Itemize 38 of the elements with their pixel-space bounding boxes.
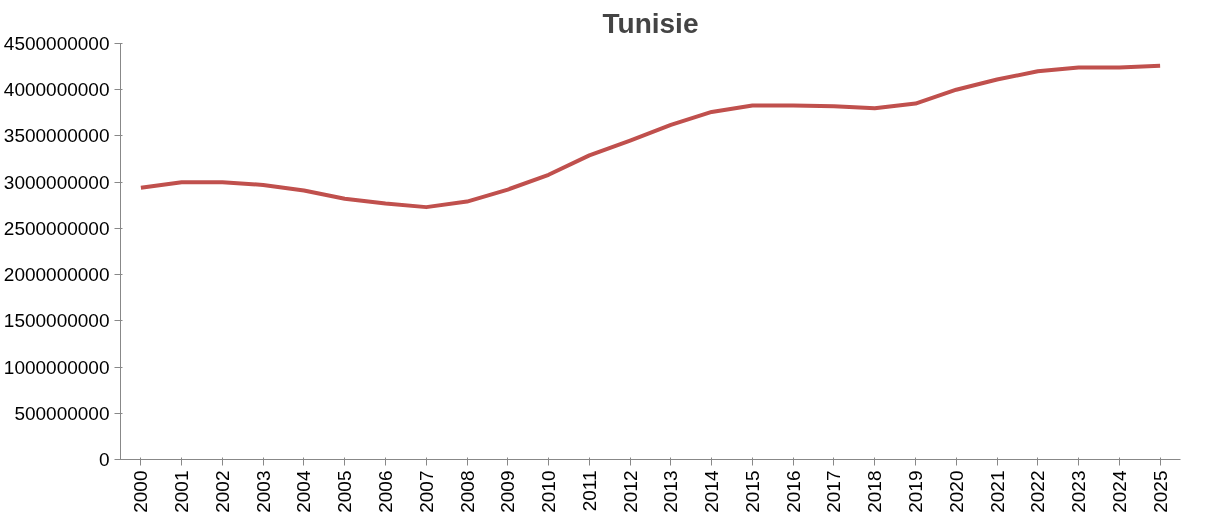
x-tick-label: 2000: [130, 470, 152, 513]
y-tick-label: 4500000000: [3, 33, 110, 54]
x-tick-label: 2012: [619, 470, 641, 513]
x-tick-label: 2025: [1149, 470, 1171, 513]
y-tick-label: 1500000000: [3, 310, 110, 332]
x-tick-label: 2005: [334, 470, 356, 513]
y-tick-label: 2000000000: [3, 264, 110, 286]
x-tick-label: 2024: [1108, 470, 1130, 513]
x-tick-label: 2011: [578, 470, 600, 512]
x-tick-label: 2022: [1027, 470, 1049, 513]
line-series: [138, 63, 1163, 210]
x-tick-label: 2017: [823, 470, 845, 513]
x-tick-label: 2010: [538, 470, 560, 513]
y-tick-label: 3000000000: [3, 171, 110, 193]
x-tick-label: 2001: [171, 470, 193, 513]
x-tick-label: 2014: [701, 470, 723, 513]
x-tick-label: 2003: [252, 470, 274, 513]
chart-title: Tunisie: [602, 7, 699, 39]
x-tick-label: 2013: [660, 470, 682, 513]
x-tick-label: 2004: [293, 470, 315, 513]
x-tick-label: 2007: [415, 470, 437, 513]
y-tick-label: 500000000: [14, 402, 110, 424]
x-tick-label: 2023: [1068, 470, 1090, 513]
y-tick-label: 3500000000: [3, 125, 110, 147]
x-tick-label: 2006: [375, 470, 396, 513]
y-tick-label: 1000000000: [3, 356, 110, 378]
x-tick-label: 2009: [497, 470, 519, 513]
x-tick-label: 2021: [986, 470, 1008, 513]
y-tick-label: 0: [98, 449, 110, 470]
x-tick-label: 2018: [864, 470, 886, 513]
y-tick-label: 2500000000: [3, 217, 110, 239]
x-tick-label: 2002: [211, 470, 233, 513]
x-tick-label: 2008: [456, 470, 478, 513]
x-tick-label: 2016: [782, 470, 804, 513]
y-tick-label: 4000000000: [3, 79, 110, 101]
x-tick-label: 2020: [945, 470, 967, 513]
x-tick-label: 2019: [905, 470, 926, 513]
x-tick-label: 2015: [741, 470, 763, 513]
